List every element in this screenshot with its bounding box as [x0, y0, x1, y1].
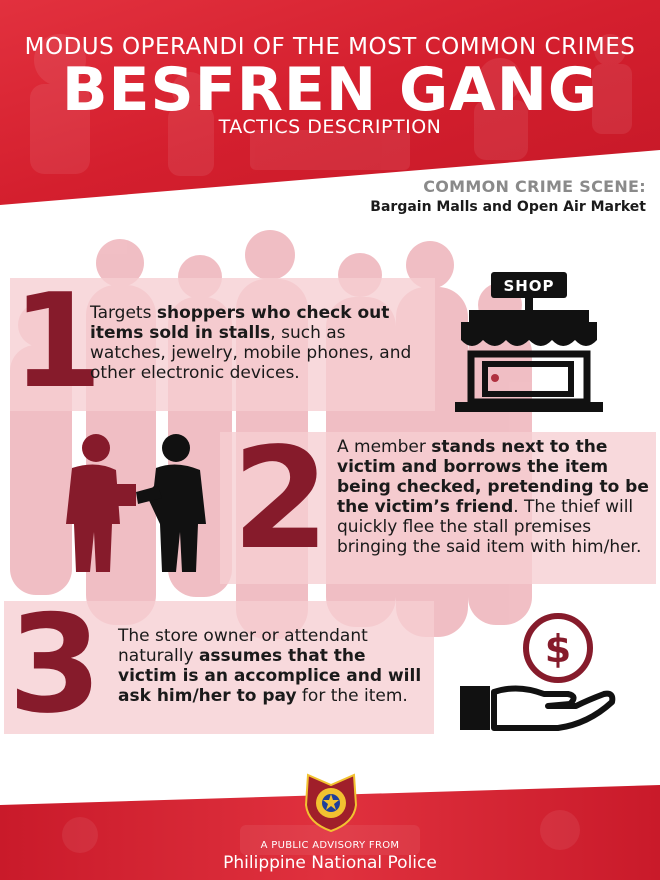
footer-org-name: Philippine National Police	[223, 853, 437, 873]
step-1-band	[10, 278, 435, 411]
footer-background	[0, 775, 660, 880]
step-3-text: The store owner or attendant naturally a…	[118, 626, 422, 706]
step-number: 1	[12, 265, 103, 417]
pnp-badge-icon	[302, 771, 360, 833]
crime-scene: COMMON CRIME SCENE: Bargain Malls and Op…	[370, 177, 646, 215]
hand-coin-icon: $	[458, 612, 618, 732]
step-1-text: Targets shoppers who check out items sol…	[90, 303, 412, 383]
header-background	[0, 0, 660, 215]
step-number: 3	[8, 586, 102, 743]
page-title: BESFREN GANG	[61, 55, 599, 125]
header-subtitle: TACTICS DESCRIPTION	[218, 116, 442, 138]
header-kicker: MODUS OPERANDI OF THE MOST COMMON CRIMES	[24, 34, 636, 60]
step-3-band	[4, 601, 434, 734]
step-number: 2	[232, 418, 330, 581]
step-2-text: A member stands next to the victim and b…	[337, 437, 649, 557]
svg-text:$: $	[545, 627, 571, 671]
scene-value: Bargain Malls and Open Air Market	[370, 199, 646, 215]
handover-people-icon	[58, 432, 213, 577]
footer-kicker: A PUBLIC ADVISORY FROM	[260, 840, 400, 851]
step-2-band	[220, 432, 656, 584]
scene-label: COMMON CRIME SCENE:	[423, 177, 646, 196]
shop-icon: SHOP	[455, 272, 603, 412]
shop-sign-text: SHOP	[503, 277, 554, 295]
